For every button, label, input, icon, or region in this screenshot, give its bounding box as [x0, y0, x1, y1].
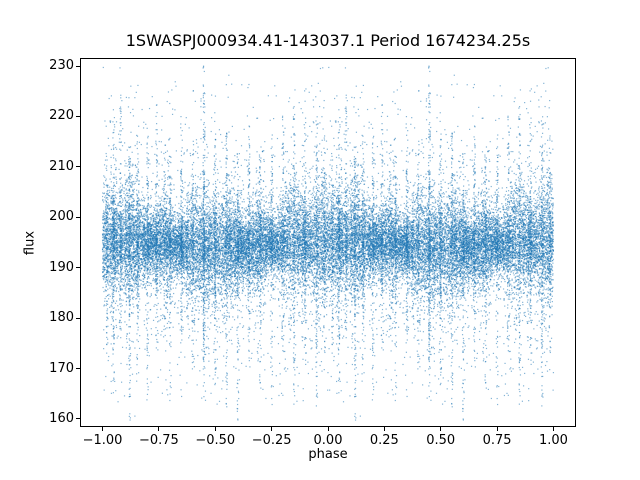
- x-tick-label: 1.00: [538, 433, 568, 448]
- y-tick-mark: [76, 115, 80, 117]
- x-tick-mark: [271, 427, 273, 431]
- y-tick-label: 180: [49, 310, 74, 326]
- y-tick-label: 170: [49, 360, 74, 376]
- y-tick-mark: [76, 216, 80, 218]
- x-tick-label: −1.00: [82, 433, 123, 448]
- x-tick-label: 0.00: [313, 433, 343, 448]
- x-tick-mark: [552, 427, 554, 431]
- x-tick-label: −0.25: [251, 433, 292, 448]
- x-axis-label: phase: [308, 447, 348, 462]
- x-tick-mark: [102, 427, 104, 431]
- x-tick-label: −0.50: [195, 433, 236, 448]
- y-tick-mark: [76, 267, 80, 269]
- x-tick-label: 0.25: [369, 433, 399, 448]
- x-tick-label: 0.75: [482, 433, 512, 448]
- y-tick-mark: [76, 65, 80, 67]
- y-tick-label: 200: [49, 209, 74, 225]
- y-tick-label: 220: [49, 108, 74, 124]
- y-tick-mark: [76, 166, 80, 168]
- x-tick-mark: [383, 427, 385, 431]
- chart-title: 1SWASPJ000934.41-143037.1 Period 1674234…: [125, 31, 531, 50]
- scatter-points-canvas: [80, 58, 576, 427]
- y-tick-mark: [76, 317, 80, 319]
- x-tick-label: −0.75: [138, 433, 179, 448]
- y-axis-label: flux: [22, 230, 38, 256]
- y-tick-label: 160: [49, 410, 74, 426]
- x-tick-label: 0.50: [426, 433, 456, 448]
- y-tick-label: 230: [49, 58, 74, 74]
- x-tick-mark: [440, 427, 442, 431]
- x-tick-mark: [496, 427, 498, 431]
- x-tick-mark: [327, 427, 329, 431]
- x-tick-mark: [158, 427, 160, 431]
- y-tick-label: 210: [49, 158, 74, 174]
- x-tick-mark: [214, 427, 216, 431]
- y-tick-mark: [76, 368, 80, 370]
- y-tick-label: 190: [49, 259, 74, 275]
- y-tick-mark: [76, 418, 80, 420]
